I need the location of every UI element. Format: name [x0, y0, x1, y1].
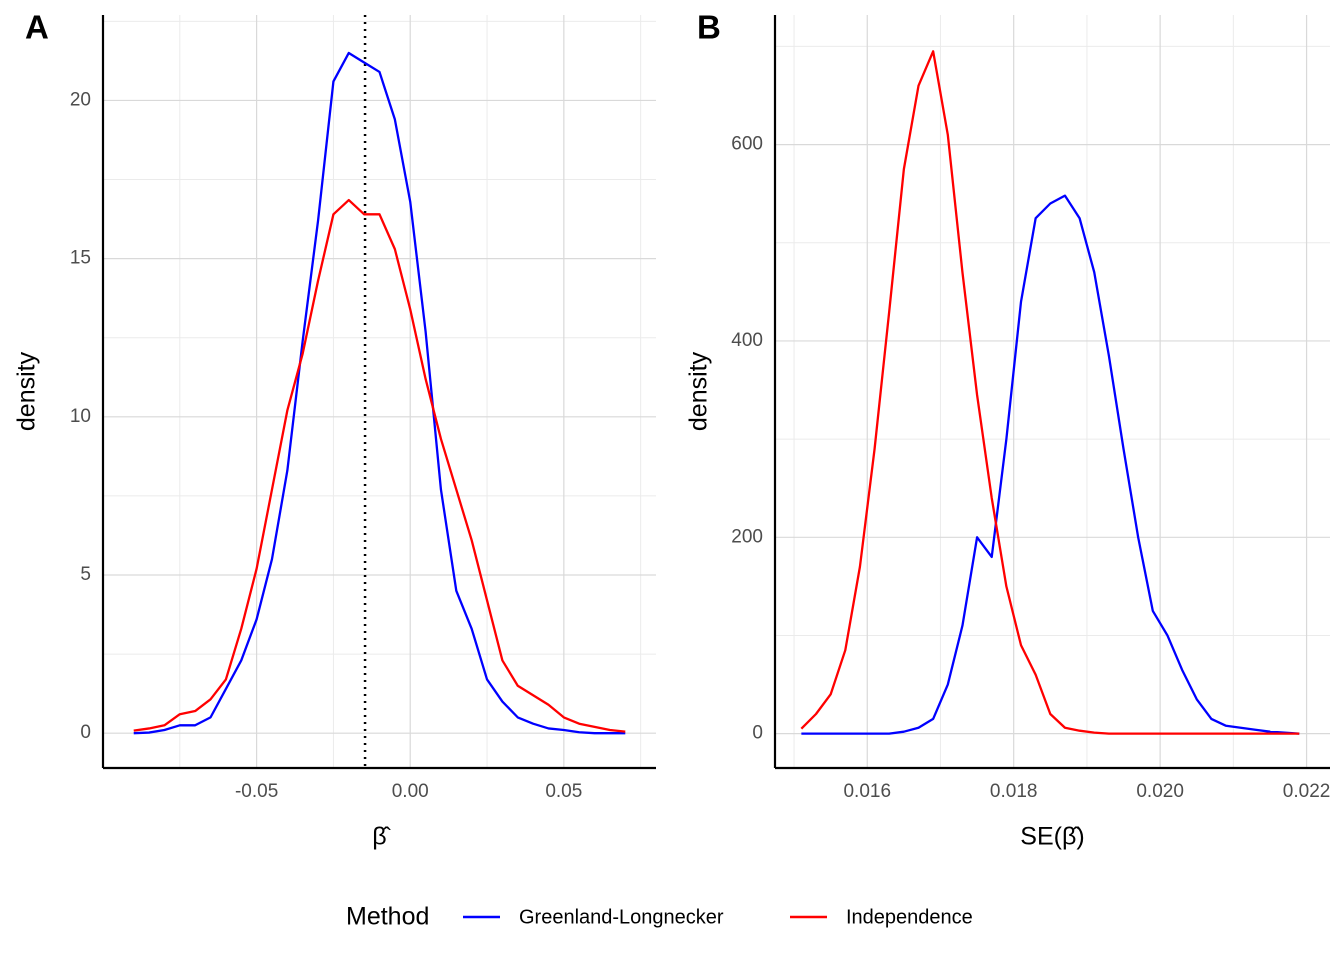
- x-tick-label: 0.020: [1136, 781, 1184, 802]
- y-tick-label: 20: [70, 89, 91, 110]
- y-tick-label: 200: [731, 526, 763, 547]
- x-tick-label: 0.016: [843, 781, 891, 802]
- x-tick-label: -0.05: [235, 781, 278, 802]
- x-tick-label: 0.00: [392, 781, 429, 802]
- y-tick-label: 0: [752, 723, 763, 744]
- y-tick-label: 0: [80, 722, 91, 743]
- y-axis-title: density: [13, 351, 41, 431]
- y-tick-label: 600: [731, 134, 763, 155]
- x-tick-label: 0.022: [1283, 781, 1331, 802]
- y-tick-label: 10: [70, 406, 91, 427]
- density-line: [800, 50, 1300, 735]
- x-tick-label: 0.018: [990, 781, 1038, 802]
- density-line: [133, 51, 626, 735]
- density-line: [801, 194, 1300, 735]
- panel-label: B: [697, 9, 721, 46]
- y-tick-label: 5: [80, 564, 91, 585]
- x-tick-label: 0.05: [545, 781, 582, 802]
- legend-label: Greenland-Longnecker: [519, 906, 724, 928]
- y-axis-title: density: [685, 351, 713, 431]
- density-line: [133, 198, 626, 733]
- y-tick-label: 400: [731, 330, 763, 351]
- legend-label: Independence: [846, 906, 973, 928]
- panel-label: A: [25, 9, 49, 46]
- x-axis-title: SE(β̂): [1020, 823, 1084, 851]
- legend-title: Method: [346, 903, 429, 931]
- x-axis-title: β̂: [372, 823, 391, 851]
- y-tick-label: 15: [70, 248, 91, 269]
